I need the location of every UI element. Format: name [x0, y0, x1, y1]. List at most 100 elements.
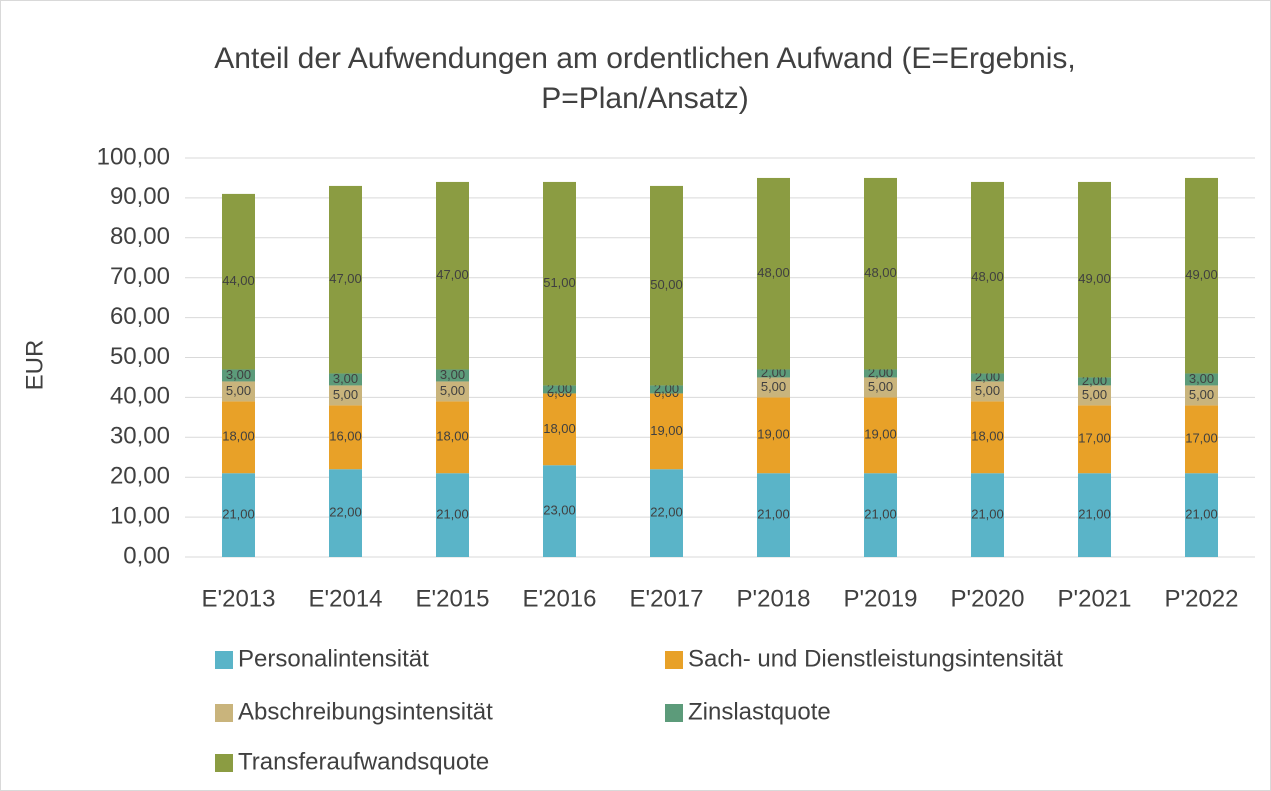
data-label: 5,00	[440, 383, 465, 398]
bar-segment	[757, 473, 790, 557]
data-label: 16,00	[329, 429, 362, 444]
data-label: 5,00	[761, 379, 786, 394]
x-tick-label: P'2018	[737, 585, 811, 612]
legend-swatch	[215, 704, 233, 722]
data-label: 48,00	[971, 269, 1004, 284]
bar-segment	[650, 469, 683, 557]
data-label: 18,00	[971, 429, 1004, 444]
bar-segment	[757, 377, 790, 398]
data-label: 19,00	[864, 427, 897, 442]
bar-segment	[864, 473, 897, 557]
bar-segment	[757, 369, 790, 378]
bar-segment	[329, 405, 362, 470]
data-label: 51,00	[543, 275, 576, 290]
chart-title: Anteil der Aufwendungen am ordentlichen …	[214, 42, 1075, 115]
legend-swatch	[215, 754, 233, 772]
title-line: P=Plan/Ansatz)	[541, 82, 749, 115]
bar-segment	[1078, 385, 1111, 406]
data-label: 47,00	[329, 271, 362, 286]
data-label: 3,00	[440, 367, 465, 382]
data-label: 21,00	[1185, 507, 1218, 522]
bar-segment	[543, 181, 576, 386]
bar-segment	[543, 393, 576, 466]
y-tick-label: 30,00	[110, 423, 170, 450]
data-label: 17,00	[1185, 431, 1218, 446]
bar-segment	[436, 381, 469, 402]
x-tick-label: P'2019	[844, 585, 918, 612]
data-label: 5,00	[1082, 387, 1107, 402]
bar-segment	[650, 385, 683, 394]
y-axis-label: EUR	[21, 340, 48, 391]
bar-segment	[222, 381, 255, 402]
data-label: 23,00	[543, 503, 576, 518]
y-tick-label: 100,00	[97, 143, 170, 170]
legend-label: Sach- und Dienstleistungsintensität	[688, 645, 1063, 672]
data-label: 3,00	[226, 367, 251, 382]
bar-segment	[1078, 181, 1111, 378]
bar-segment	[864, 397, 897, 474]
data-label: 5,00	[1189, 387, 1214, 402]
x-tick-label: E'2017	[630, 585, 704, 612]
bar-segment	[1078, 377, 1111, 386]
bar-segment	[864, 377, 897, 398]
bar-segment	[1185, 405, 1218, 474]
data-label: 21,00	[757, 507, 790, 522]
bar-segment	[650, 393, 683, 470]
x-tick-label: P'2021	[1058, 585, 1132, 612]
bar-segment	[864, 369, 897, 378]
data-label: 5,00	[333, 387, 358, 402]
data-label: 19,00	[650, 423, 683, 438]
bar-segment	[1185, 373, 1218, 386]
data-label: 5,00	[975, 383, 1000, 398]
bar-segment	[757, 397, 790, 474]
bar-segment	[329, 185, 362, 374]
bar-segment	[971, 401, 1004, 474]
data-label: 50,00	[650, 277, 683, 292]
title-line: Anteil der Aufwendungen am ordentlichen …	[214, 42, 1075, 75]
y-tick-label: 80,00	[110, 223, 170, 250]
data-label: 18,00	[436, 429, 469, 444]
bar-segment	[222, 193, 255, 370]
x-tick-label: P'2020	[951, 585, 1025, 612]
data-label: 21,00	[222, 507, 255, 522]
bar-segment	[436, 181, 469, 370]
bar-segment	[971, 381, 1004, 402]
data-label: 48,00	[864, 265, 897, 280]
data-label: 49,00	[1185, 267, 1218, 282]
legend-swatch	[215, 651, 233, 669]
bar-segment	[1185, 385, 1218, 406]
y-tick-label: 90,00	[110, 183, 170, 210]
x-tick-label: E'2016	[523, 585, 597, 612]
legend-label: Zinslastquote	[688, 698, 831, 725]
bar-segment	[971, 473, 1004, 557]
data-label: 18,00	[222, 429, 255, 444]
data-label: 22,00	[329, 505, 362, 520]
data-label: 48,00	[757, 265, 790, 280]
data-label: 18,00	[543, 421, 576, 436]
x-tick-label: P'2022	[1165, 585, 1239, 612]
bar-segment	[971, 373, 1004, 382]
data-label: 21,00	[436, 507, 469, 522]
bar-segment	[1078, 405, 1111, 474]
x-tick-label: E'2014	[309, 585, 383, 612]
data-label: 49,00	[1078, 271, 1111, 286]
y-tick-label: 0,00	[123, 542, 170, 569]
bar-segment	[650, 185, 683, 386]
data-label: 17,00	[1078, 431, 1111, 446]
bar-segment	[222, 401, 255, 474]
data-label: 21,00	[1078, 507, 1111, 522]
bar-segment	[543, 385, 576, 394]
data-label: 21,00	[864, 507, 897, 522]
data-label: 21,00	[971, 507, 1004, 522]
bar-segment	[757, 177, 790, 370]
y-tick-label: 40,00	[110, 383, 170, 410]
legend-label: Transferaufwandsquote	[238, 748, 489, 775]
x-tick-label: E'2015	[416, 585, 490, 612]
y-tick-label: 50,00	[110, 343, 170, 370]
bar-segment	[864, 177, 897, 370]
bar-segment	[436, 369, 469, 382]
bar-segment	[1078, 473, 1111, 557]
data-label: 47,00	[436, 267, 469, 282]
